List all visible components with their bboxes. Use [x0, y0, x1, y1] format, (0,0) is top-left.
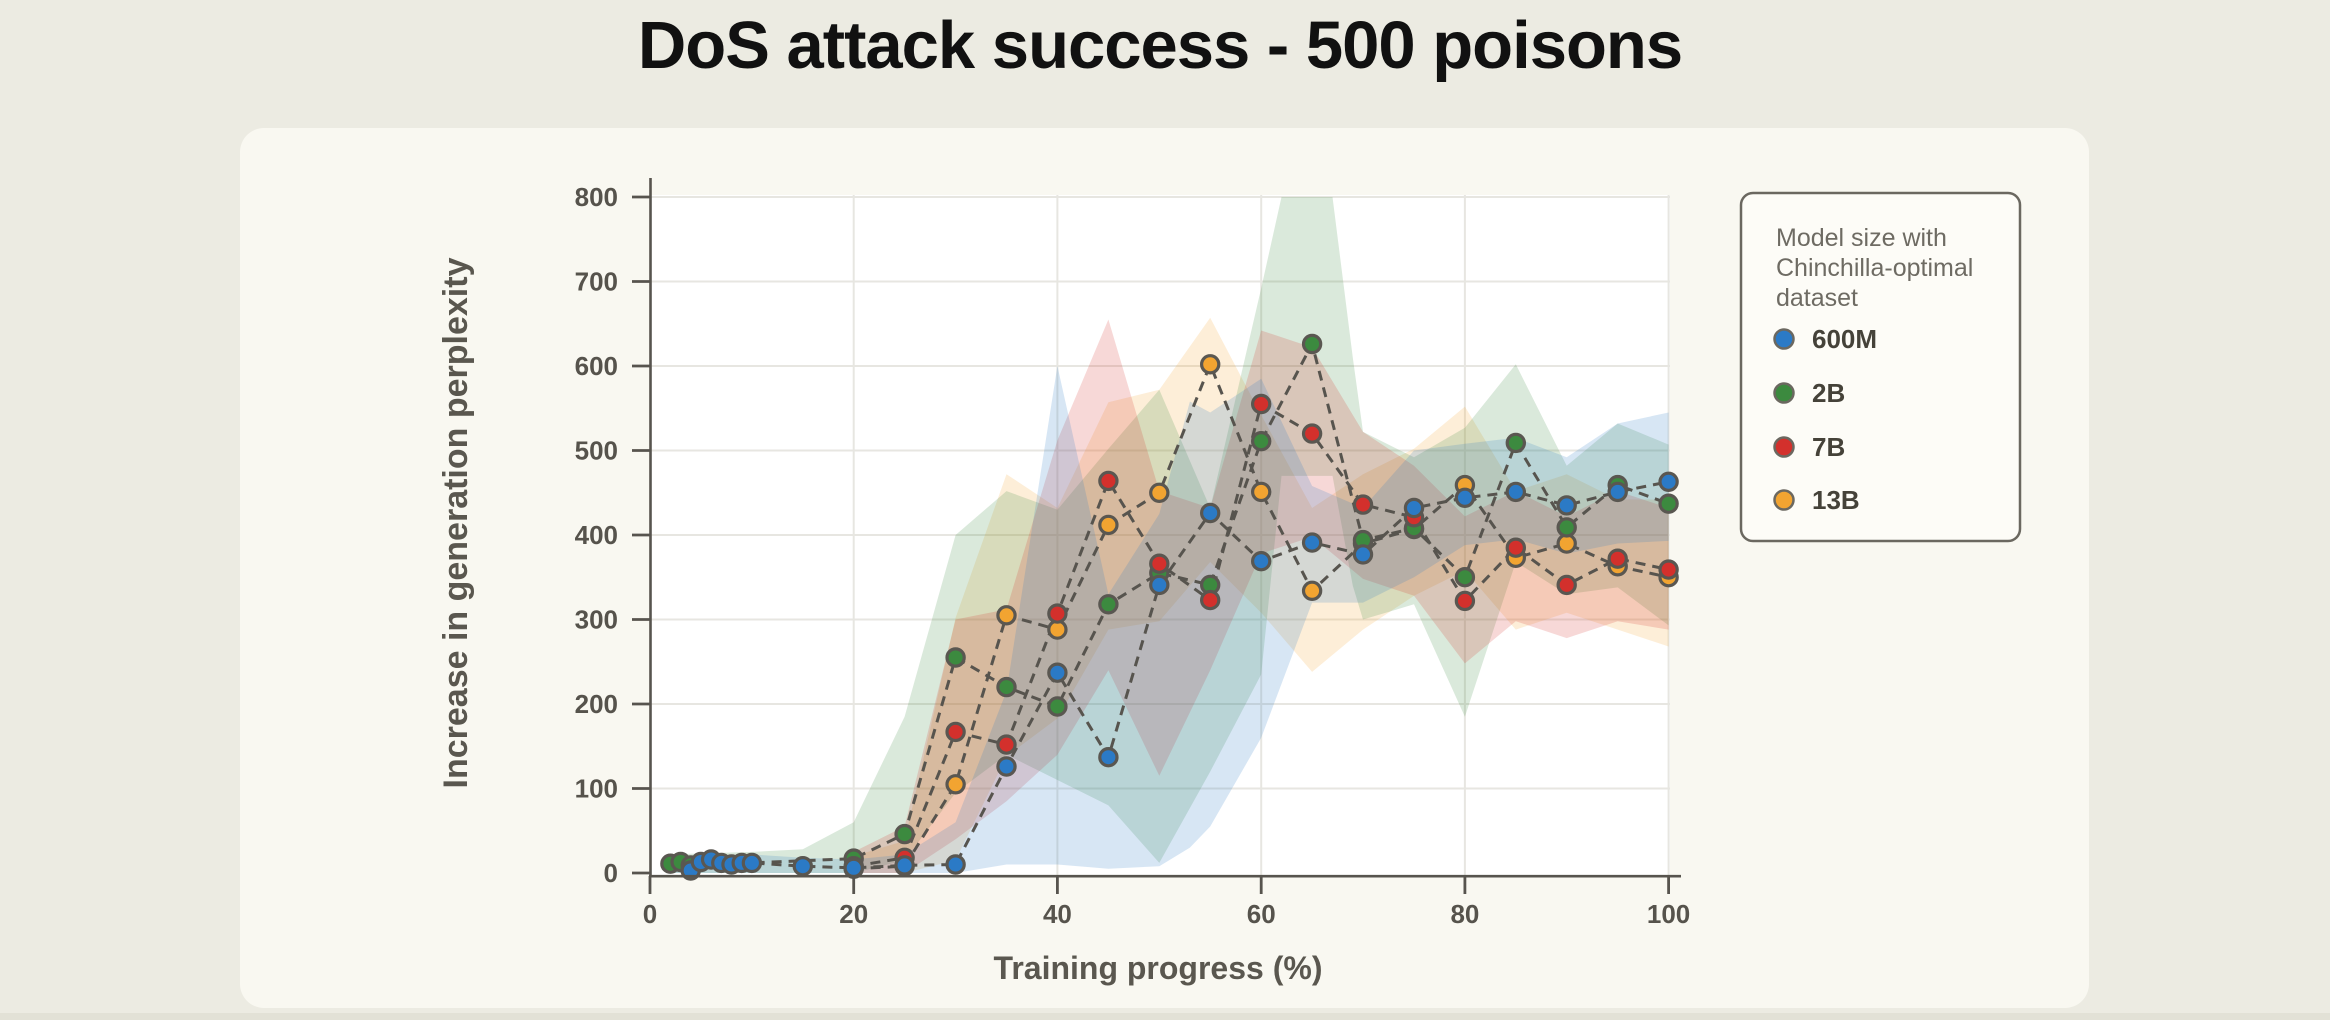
- svg-text:700: 700: [575, 267, 618, 297]
- svg-text:20: 20: [839, 899, 868, 929]
- svg-text:Chinchilla-optimal: Chinchilla-optimal: [1776, 254, 1973, 282]
- svg-text:400: 400: [575, 520, 618, 550]
- svg-text:80: 80: [1450, 899, 1479, 929]
- svg-text:60: 60: [1247, 899, 1276, 929]
- svg-text:0: 0: [604, 858, 618, 888]
- svg-text:dataset: dataset: [1776, 284, 1858, 312]
- svg-text:200: 200: [575, 689, 618, 719]
- svg-text:13B: 13B: [1812, 485, 1860, 515]
- svg-text:Increase in generation perplex: Increase in generation perplexity: [437, 257, 475, 788]
- svg-text:300: 300: [575, 605, 618, 635]
- svg-text:600: 600: [575, 351, 618, 381]
- svg-text:7B: 7B: [1812, 432, 1845, 462]
- svg-text:Training progress (%): Training progress (%): [994, 950, 1323, 986]
- svg-text:DoS attack success - 500 poiso: DoS attack success - 500 poisons: [638, 8, 1682, 83]
- svg-text:100: 100: [575, 774, 618, 804]
- svg-text:500: 500: [575, 436, 618, 466]
- svg-text:2B: 2B: [1812, 378, 1845, 408]
- svg-text:40: 40: [1043, 899, 1072, 929]
- svg-text:100: 100: [1647, 899, 1690, 929]
- svg-text:0: 0: [643, 899, 657, 929]
- svg-text:800: 800: [575, 182, 618, 212]
- svg-text:600M: 600M: [1812, 324, 1877, 354]
- svg-text:Model size with: Model size with: [1776, 224, 1947, 252]
